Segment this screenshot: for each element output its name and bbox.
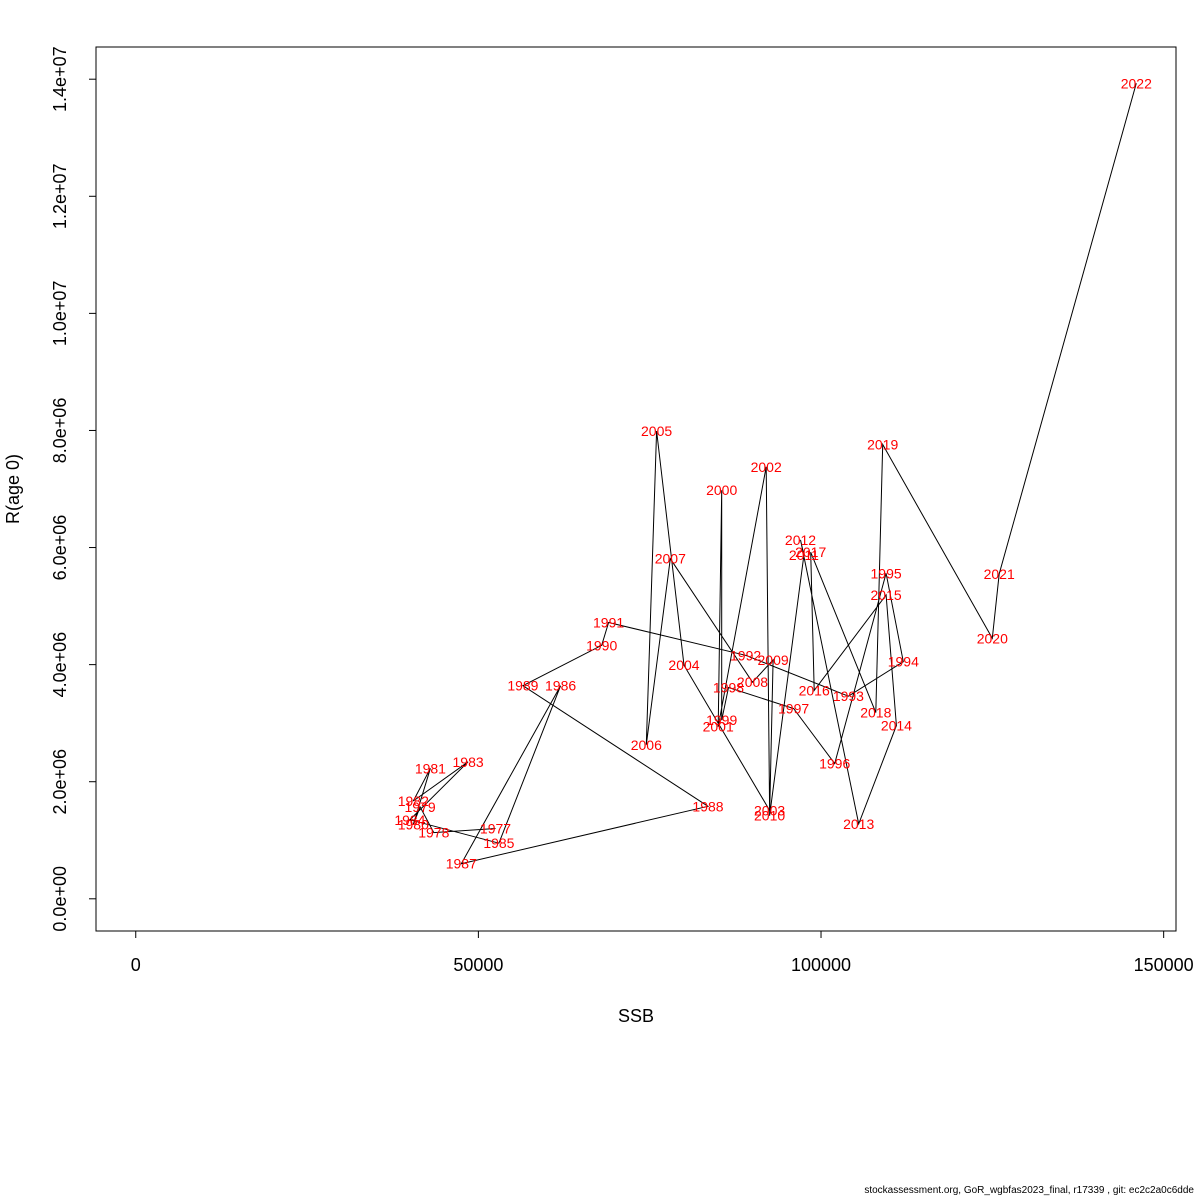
year-label-2017: 2017 bbox=[795, 544, 826, 560]
y-tick-label: 4.0e+06 bbox=[50, 632, 70, 698]
year-label-1999: 1999 bbox=[706, 712, 737, 728]
y-tick-label: 1.4e+07 bbox=[50, 46, 70, 112]
year-label-2006: 2006 bbox=[631, 737, 662, 753]
x-tick-label: 50000 bbox=[453, 955, 503, 975]
year-label-1994: 1994 bbox=[888, 654, 919, 670]
year-label-2014: 2014 bbox=[881, 718, 912, 734]
year-label-1981: 1981 bbox=[415, 760, 446, 776]
year-label-2008: 2008 bbox=[737, 674, 768, 690]
year-label-2013: 2013 bbox=[843, 816, 874, 832]
year-label-1987: 1987 bbox=[446, 856, 477, 872]
y-tick-label: 1.2e+07 bbox=[50, 163, 70, 229]
year-label-2010: 2010 bbox=[754, 808, 785, 824]
year-label-1978: 1978 bbox=[418, 825, 449, 841]
y-axis-label: R(age 0) bbox=[3, 454, 23, 524]
x-axis: 0 50000 100000 150000 bbox=[131, 930, 1194, 975]
year-label-1980: 1980 bbox=[398, 817, 429, 833]
year-label-2021: 2021 bbox=[984, 566, 1015, 582]
year-label-1991: 1991 bbox=[593, 615, 624, 631]
year-label-2020: 2020 bbox=[977, 630, 1008, 646]
year-label-1996: 1996 bbox=[819, 756, 850, 772]
ssb-recruitment-trajectory-line bbox=[408, 83, 1137, 865]
year-label-2018: 2018 bbox=[860, 705, 891, 721]
year-label-1986: 1986 bbox=[545, 678, 576, 694]
x-tick-label: 150000 bbox=[1134, 955, 1194, 975]
year-label-2015: 2015 bbox=[871, 587, 902, 603]
year-label-1983: 1983 bbox=[453, 754, 484, 770]
year-label-2002: 2002 bbox=[751, 459, 782, 475]
y-tick-label: 1.0e+07 bbox=[50, 281, 70, 347]
year-label-2004: 2004 bbox=[668, 657, 699, 673]
y-tick-label: 0.0e+00 bbox=[50, 866, 70, 932]
y-tick-label: 6.0e+06 bbox=[50, 515, 70, 581]
year-label-1985: 1985 bbox=[483, 835, 514, 851]
year-label-2019: 2019 bbox=[867, 437, 898, 453]
year-label-1993: 1993 bbox=[833, 688, 864, 704]
year-label-1990: 1990 bbox=[586, 637, 617, 653]
year-label-1995: 1995 bbox=[871, 565, 902, 581]
year-label-1977: 1977 bbox=[480, 821, 511, 837]
year-label-2003: 2003 bbox=[754, 802, 785, 818]
plot-frame bbox=[95, 46, 1177, 932]
year-label-2001: 2001 bbox=[703, 719, 734, 735]
year-label-1997: 1997 bbox=[778, 701, 809, 717]
x-tick-label: 0 bbox=[131, 955, 141, 975]
y-tick-label: 2.0e+06 bbox=[50, 749, 70, 815]
year-label-2016: 2016 bbox=[799, 682, 830, 698]
year-labels: 1977 1978 1979 1980 1981 1982 1983 1984 1985 1986… bbox=[394, 75, 1152, 871]
year-label-1979: 1979 bbox=[405, 799, 436, 815]
y-axis: 0.0e+00 2.0e+06 4.0e+06 6.0e+06 8.0e+06 1.0e+… bbox=[50, 46, 97, 932]
year-label-1992: 1992 bbox=[730, 647, 761, 663]
y-tick-label: 8.0e+06 bbox=[50, 398, 70, 464]
x-axis-label: SSB bbox=[618, 1006, 654, 1026]
year-label-1984: 1984 bbox=[394, 812, 425, 828]
year-label-1989: 1989 bbox=[507, 678, 538, 694]
year-label-2012: 2012 bbox=[785, 532, 816, 548]
year-label-1998: 1998 bbox=[713, 680, 744, 696]
year-label-2022: 2022 bbox=[1121, 75, 1152, 91]
year-label-2005: 2005 bbox=[641, 423, 672, 439]
year-label-2000: 2000 bbox=[706, 482, 737, 498]
year-label-2011: 2011 bbox=[789, 547, 819, 563]
footer-credit: stockassessment.org, GoR_wgbfas2023_fina… bbox=[864, 1185, 1194, 1196]
x-tick-label: 100000 bbox=[791, 955, 851, 975]
year-label-1982: 1982 bbox=[398, 793, 429, 809]
year-label-2009: 2009 bbox=[758, 652, 789, 668]
year-label-2007: 2007 bbox=[655, 551, 686, 567]
year-label-1988: 1988 bbox=[692, 798, 723, 814]
